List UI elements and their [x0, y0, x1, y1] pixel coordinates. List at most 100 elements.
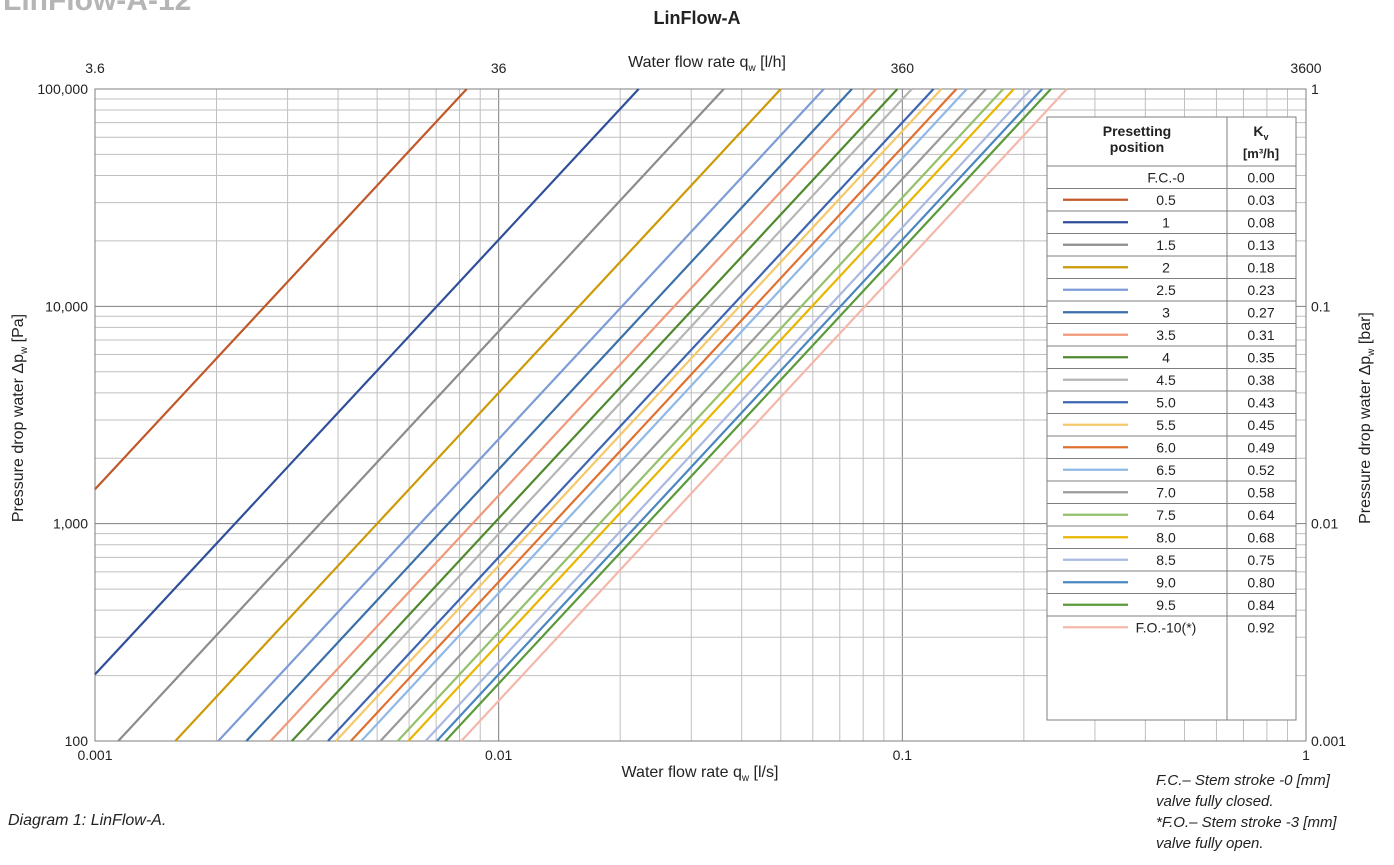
legend-kv-value: 0.68 [1247, 529, 1274, 545]
legend-position-label: 1.5 [1156, 237, 1176, 253]
legend-kv-value: 0.75 [1247, 552, 1274, 568]
legend-kv-value: 0.43 [1247, 394, 1274, 410]
legend-rows: F.C.-0 0.00 0.5 0.03 1 0.08 1.5 0.13 2 0.18 2.5 0.2… [1047, 169, 1296, 635]
series-line-1 [94, 88, 640, 676]
series-line-5-5 [335, 88, 943, 742]
legend-position-label: 5.5 [1156, 417, 1176, 433]
header-crop-text: LinFlow-A-12 [3, 0, 191, 17]
x-axis-top-label: Water flow rate qw [l/h] [628, 54, 786, 74]
y-axis-right-label: Pressure drop water Δpw [bar] [1357, 312, 1377, 524]
note-fc-line1: F.C.– Stem stroke -0 [mm] [1156, 772, 1330, 789]
series-line-3 [245, 88, 853, 742]
series-line-9-0 [436, 88, 1044, 742]
legend-position-label: 3.5 [1156, 327, 1176, 343]
legend-position-label: 8.0 [1156, 529, 1176, 545]
legend-position-label: 1 [1162, 214, 1170, 230]
legend-position-label: 2.5 [1156, 282, 1176, 298]
legend-kv-value: 0.31 [1247, 327, 1274, 343]
legend-kv-value: 0.08 [1247, 214, 1274, 230]
x-top-tick-label: 3600 [1290, 60, 1321, 76]
legend-kv-value: 0.80 [1247, 574, 1274, 590]
legend-kv-value: 0.18 [1247, 259, 1274, 275]
legend-kv-value: 0.38 [1247, 372, 1274, 388]
legend-kv-value: 0.45 [1247, 417, 1274, 433]
series-line-7-5 [396, 88, 1005, 742]
legend-kv-value: 0.84 [1247, 597, 1274, 613]
legend-position-label: 6.5 [1156, 462, 1176, 478]
legend-position-label: 4 [1162, 349, 1170, 365]
legend-position-label: 5.0 [1156, 394, 1176, 410]
series-line-4 [291, 88, 899, 742]
legend-position-label: 0.5 [1156, 192, 1176, 208]
series-line-2 [174, 88, 782, 742]
chart-title: LinFlow-A [654, 8, 741, 28]
x-tick-label: 0.001 [77, 747, 112, 763]
series-line-9-5 [444, 88, 1052, 742]
legend-kv-value: 0.35 [1247, 349, 1274, 365]
series-line-8-5 [424, 88, 1032, 742]
y-right-tick-label: 1 [1311, 81, 1319, 97]
y-tick-label: 10,000 [45, 298, 88, 314]
legend-kv-value: 0.27 [1247, 304, 1274, 320]
legend-position-label: F.O.-10(*) [1136, 619, 1197, 635]
legend-header-position: Presetting position [1103, 123, 1171, 155]
y-tick-label: 100 [65, 733, 89, 749]
series-line-3-5 [269, 88, 877, 742]
series-line-5-0 [327, 88, 935, 742]
legend-table: Presetting position Kv [m³/h] F.C.-0 0.00 0… [1046, 116, 1297, 721]
diagram-caption: Diagram 1: LinFlow-A. [8, 812, 167, 829]
legend-kv-value: 0.03 [1247, 192, 1274, 208]
note-fo-line2: valve fully open. [1156, 835, 1264, 852]
legend-position-label: 4.5 [1156, 372, 1176, 388]
legend-header-position-line2: position [1110, 139, 1164, 155]
plot-frame [94, 88, 1307, 742]
y-right-tick-label: 0.01 [1311, 516, 1338, 532]
legend-kv-value: 0.00 [1247, 169, 1274, 185]
series-line-0-5 [94, 88, 468, 490]
legend-position-label: 9.0 [1156, 574, 1176, 590]
legend-position-label: 8.5 [1156, 552, 1176, 568]
legend-header-position-line1: Presetting [1103, 123, 1171, 139]
series-line-7-0 [379, 88, 987, 742]
legend-background [1046, 116, 1297, 721]
x-tick-label: 1 [1302, 747, 1310, 763]
legend-kv-value: 0.52 [1247, 462, 1274, 478]
series-line-F-O-10- [460, 88, 1068, 742]
legend-kv-value: 0.13 [1247, 237, 1274, 253]
y-axis-left-label: Pressure drop water Δpw [Pa] [10, 314, 30, 522]
legend-position-label: 7.0 [1156, 484, 1176, 500]
legend-kv-value: 0.64 [1247, 507, 1274, 523]
series-line-1-5 [117, 88, 725, 742]
legend-position-label: 6.0 [1156, 439, 1176, 455]
y-tick-label: 100,000 [37, 81, 88, 97]
series-line-6-0 [350, 88, 958, 742]
legend-header-kv-unit: [m³/h] [1243, 146, 1279, 161]
x-top-tick-label: 360 [891, 60, 915, 76]
note-fc-line2: valve fully closed. [1156, 793, 1274, 810]
legend-kv-value: 0.92 [1247, 619, 1274, 635]
x-axis-bottom-label: Water flow rate qw [l/s] [622, 764, 779, 784]
series-line-8-0 [407, 88, 1015, 742]
series-line-2-5 [217, 88, 825, 742]
x-tick-label: 0.01 [485, 747, 512, 763]
series-line-4-5 [305, 88, 913, 742]
legend-header-kv: Kv [1253, 123, 1268, 142]
y-right-tick-label: 0.001 [1311, 733, 1346, 749]
legend-kv-value: 0.58 [1247, 484, 1274, 500]
series-line-6-5 [360, 88, 968, 742]
series-lines [94, 88, 1068, 742]
x-top-tick-label: 36 [491, 60, 507, 76]
y-tick-label: 1,000 [53, 516, 88, 532]
legend-position-label: F.C.-0 [1147, 169, 1185, 185]
legend-position-label: 7.5 [1156, 507, 1176, 523]
legend-position-label: 3 [1162, 304, 1170, 320]
tick-labels: 0.001 0.01 0.1 13.6 36 360 36001001,00010,0001… [37, 60, 1346, 763]
note-fc: F.C.– Stem stroke -0 [mm] valve fully cl… [1156, 770, 1337, 854]
x-top-tick-label: 3.6 [85, 60, 105, 76]
legend-position-label: 9.5 [1156, 597, 1176, 613]
y-right-tick-label: 0.1 [1311, 298, 1331, 314]
legend-position-label: 2 [1162, 259, 1170, 275]
x-tick-label: 0.1 [893, 747, 913, 763]
legend-kv-value: 0.23 [1247, 282, 1274, 298]
